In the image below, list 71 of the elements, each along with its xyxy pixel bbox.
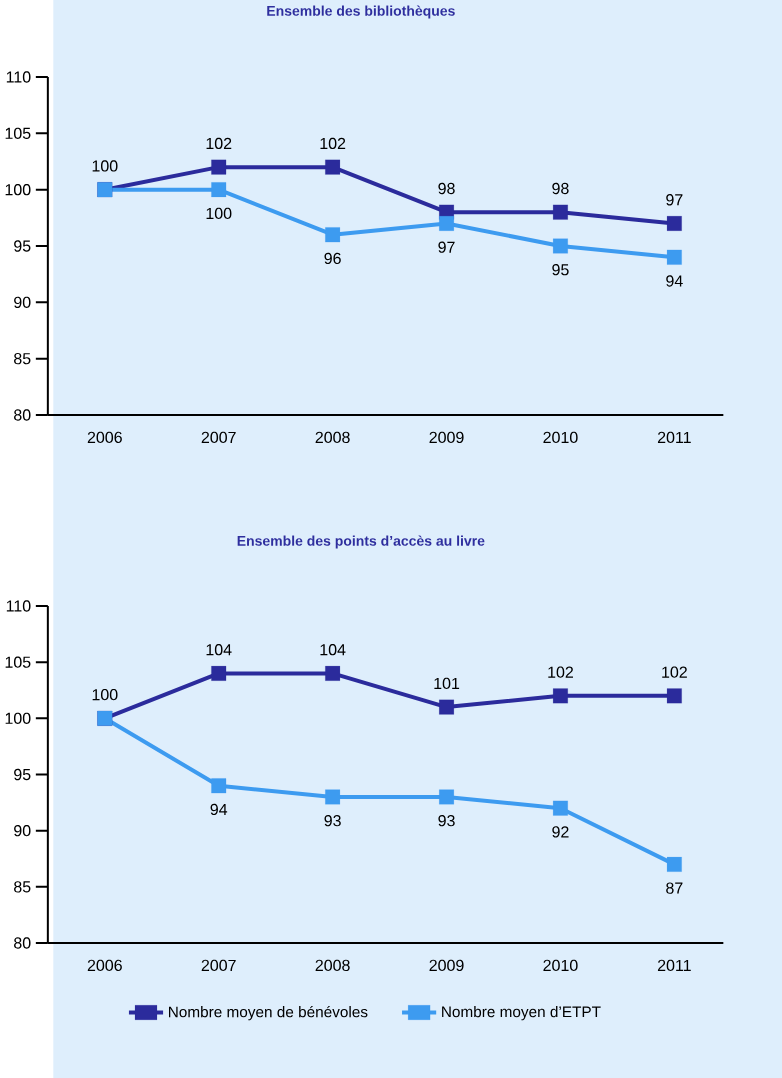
y-tick-label: 100 (5, 184, 31, 196)
y-tick-label: 100 (5, 712, 31, 724)
x-tick-label: 2006 (87, 959, 122, 972)
data-label: 98 (438, 182, 455, 195)
point (666, 688, 682, 704)
legend-label: Nombre moyen de bénévoles (168, 1005, 368, 1021)
data-label: 102 (548, 666, 573, 678)
data-label: 104 (320, 644, 346, 656)
point (438, 789, 454, 805)
y-tick-label: 95 (13, 768, 31, 781)
y-tick-label: 105 (5, 656, 31, 668)
x-tick-label: 2011 (657, 431, 691, 444)
y-tick-label: 105 (5, 127, 31, 139)
point (325, 789, 340, 805)
x-tick-label: 2009 (429, 959, 464, 972)
y-tick-label: 110 (6, 600, 31, 612)
x-tick-label: 2010 (543, 959, 578, 972)
x-tick-label: 2007 (201, 959, 236, 972)
data-label: 104 (206, 644, 232, 656)
y-tick-label: 85 (13, 881, 31, 893)
data-label: 102 (662, 666, 687, 678)
data-label: 94 (210, 803, 227, 816)
x-tick-label: 2007 (201, 431, 236, 444)
x-tick-label: 2010 (543, 431, 578, 444)
legend-label: Nombre moyen d’ETPT (441, 1005, 601, 1021)
point (552, 800, 568, 816)
data-label: 87 (666, 882, 683, 894)
y-tick-label: 80 (13, 937, 31, 949)
data-label: 98 (552, 182, 569, 195)
data-label: 100 (92, 160, 118, 172)
y-tick-label: 80 (13, 409, 31, 421)
data-label: 102 (206, 137, 232, 150)
point (211, 182, 226, 198)
point (438, 699, 454, 715)
point (211, 665, 226, 681)
data-label: 101 (434, 677, 459, 690)
y-tick-label: 110 (6, 71, 31, 83)
point (666, 856, 682, 872)
point (211, 159, 226, 175)
point (211, 778, 226, 794)
chart-title: Ensemble des bibliothèques (267, 5, 455, 19)
data-label: 102 (320, 137, 346, 150)
x-tick-label: 2008 (315, 959, 350, 972)
data-label: 93 (438, 815, 455, 827)
data-label: 100 (92, 688, 118, 701)
data-label: 95 (552, 264, 569, 276)
x-tick-label: 2006 (87, 431, 122, 444)
point (438, 216, 454, 231)
point (325, 227, 340, 243)
data-label: 96 (324, 252, 341, 265)
point (552, 204, 568, 220)
data-label: 92 (552, 826, 569, 838)
point (552, 688, 568, 704)
point (552, 238, 568, 254)
data-label: 93 (324, 815, 341, 827)
point (325, 159, 340, 175)
y-tick-label: 90 (13, 825, 31, 837)
data-label: 97 (666, 194, 683, 206)
chart-title: Ensemble des points d’accès au livre (237, 535, 485, 549)
y-tick-label: 95 (13, 240, 31, 252)
data-label: 94 (666, 275, 683, 287)
y-tick-label: 85 (13, 353, 31, 365)
data-label: 100 (206, 207, 232, 220)
y-tick-label: 90 (13, 296, 31, 308)
point (666, 216, 682, 231)
x-tick-label: 2009 (429, 431, 464, 444)
point (325, 665, 340, 681)
x-tick-label: 2008 (315, 431, 350, 444)
point (666, 249, 682, 265)
x-tick-label: 2011 (657, 959, 691, 972)
data-label: 97 (438, 241, 455, 253)
